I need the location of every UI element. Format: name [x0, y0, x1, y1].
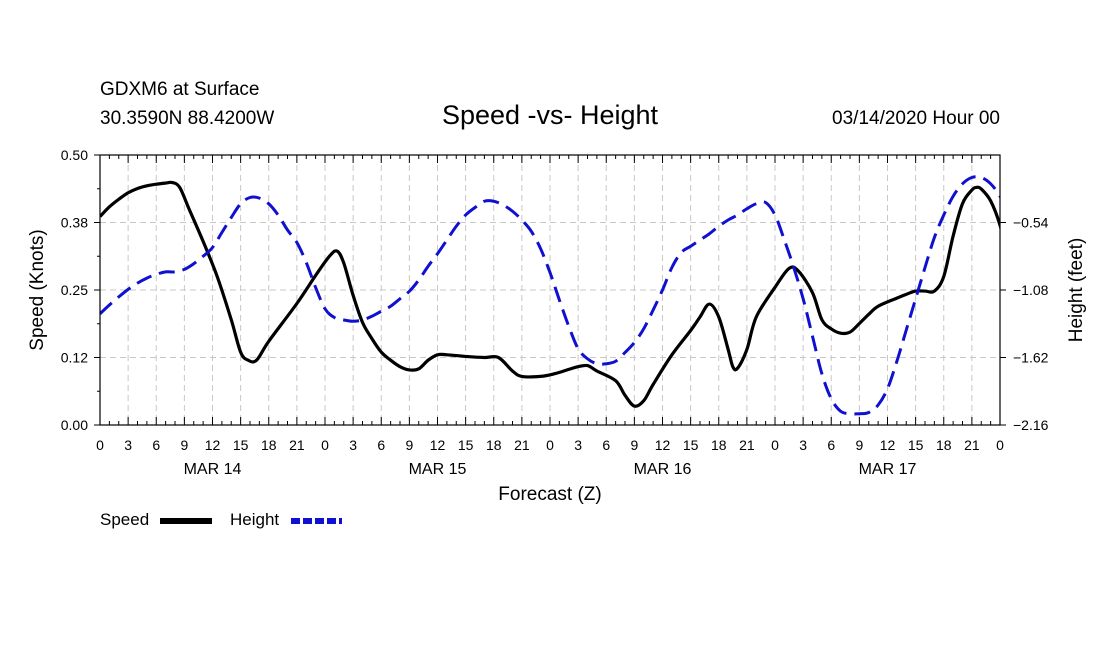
x-tick-label: 12 [205, 437, 221, 453]
x-day-label: MAR 16 [634, 461, 692, 478]
x-tick-label: 0 [996, 437, 1004, 453]
x-tick-label: 3 [799, 437, 807, 453]
y-axis-right-title: Height (feet) [1066, 238, 1087, 343]
x-tick-label: 12 [655, 437, 671, 453]
x-tick-label: 9 [630, 437, 638, 453]
legend: Speed Height [100, 510, 342, 529]
header: GDXM6 at Surface 30.3590N 88.4200W Speed… [100, 79, 1000, 130]
x-tick-label: 18 [711, 437, 727, 453]
x-tick-label: 3 [349, 437, 357, 453]
x-tick-label: 15 [683, 437, 699, 453]
grid [100, 155, 1000, 425]
x-tick-label: 9 [405, 437, 413, 453]
station-label: GDXM6 at Surface [100, 79, 259, 100]
y-right-tick-label: −1.08 [1013, 282, 1049, 298]
x-day-label: MAR 15 [409, 461, 467, 478]
x-tick-label: 15 [458, 437, 474, 453]
x-tick-label: 0 [771, 437, 779, 453]
plot-frame [99, 154, 1001, 426]
y-left-tick-label: 0.50 [61, 147, 88, 163]
x-tick-label: 6 [152, 437, 160, 453]
x-tick-label: 9 [855, 437, 863, 453]
x-tick-label: 12 [880, 437, 896, 453]
x-tick-label: 21 [739, 437, 755, 453]
x-tick-label: 3 [574, 437, 582, 453]
x-tick-label: 0 [321, 437, 329, 453]
x-tick-label: 9 [180, 437, 188, 453]
x-tick-label: 21 [514, 437, 530, 453]
x-tick-label: 6 [377, 437, 385, 453]
x-tick-label: 6 [827, 437, 835, 453]
x-tick-label: 0 [546, 437, 554, 453]
x-day-label: MAR 14 [184, 461, 242, 478]
x-tick-label: 15 [233, 437, 249, 453]
y-right-tick-label: −0.54 [1013, 215, 1049, 231]
axes [94, 154, 1006, 426]
series-layer [100, 175, 1000, 416]
x-tick-label: 18 [261, 437, 277, 453]
location-label: 30.3590N 88.4200W [100, 108, 274, 129]
legend-speed-label: Speed [100, 510, 149, 529]
series-line-height [100, 175, 1000, 416]
y-left-tick-label: 0.25 [61, 282, 88, 298]
y-right-tick-label: −2.16 [1013, 417, 1049, 433]
y-left-tick-label: 0.38 [61, 215, 88, 231]
x-tick-label: 21 [289, 437, 305, 453]
x-tick-label: 12 [430, 437, 446, 453]
x-tick-label: 18 [486, 437, 502, 453]
axis-labels: 0 3 6 9 12 15 18 21 0 3 6 9 12 15 18 21 0 3 6 9 12 15 18 21 0 3 6 9… [61, 147, 1049, 478]
x-tick-label: 21 [964, 437, 980, 453]
chart-title: Speed -vs- Height [442, 100, 659, 130]
datetime-label: 03/14/2020 Hour 00 [832, 108, 1000, 129]
x-tick-label: 6 [602, 437, 610, 453]
x-day-label: MAR 17 [859, 461, 917, 478]
legend-height-label: Height [230, 510, 279, 529]
y-left-tick-label: 0.00 [61, 417, 88, 433]
x-tick-label: 15 [908, 437, 924, 453]
y-axis-left-title: Speed (Knots) [27, 229, 48, 350]
series-line-speed [100, 180, 1000, 408]
x-tick-label: 18 [936, 437, 952, 453]
y-right-tick-label: −1.62 [1013, 350, 1049, 366]
x-axis-title: Forecast (Z) [498, 484, 601, 505]
x-tick-label: 0 [96, 437, 104, 453]
y-left-tick-label: 0.12 [61, 350, 88, 366]
x-tick-label: 3 [124, 437, 132, 453]
